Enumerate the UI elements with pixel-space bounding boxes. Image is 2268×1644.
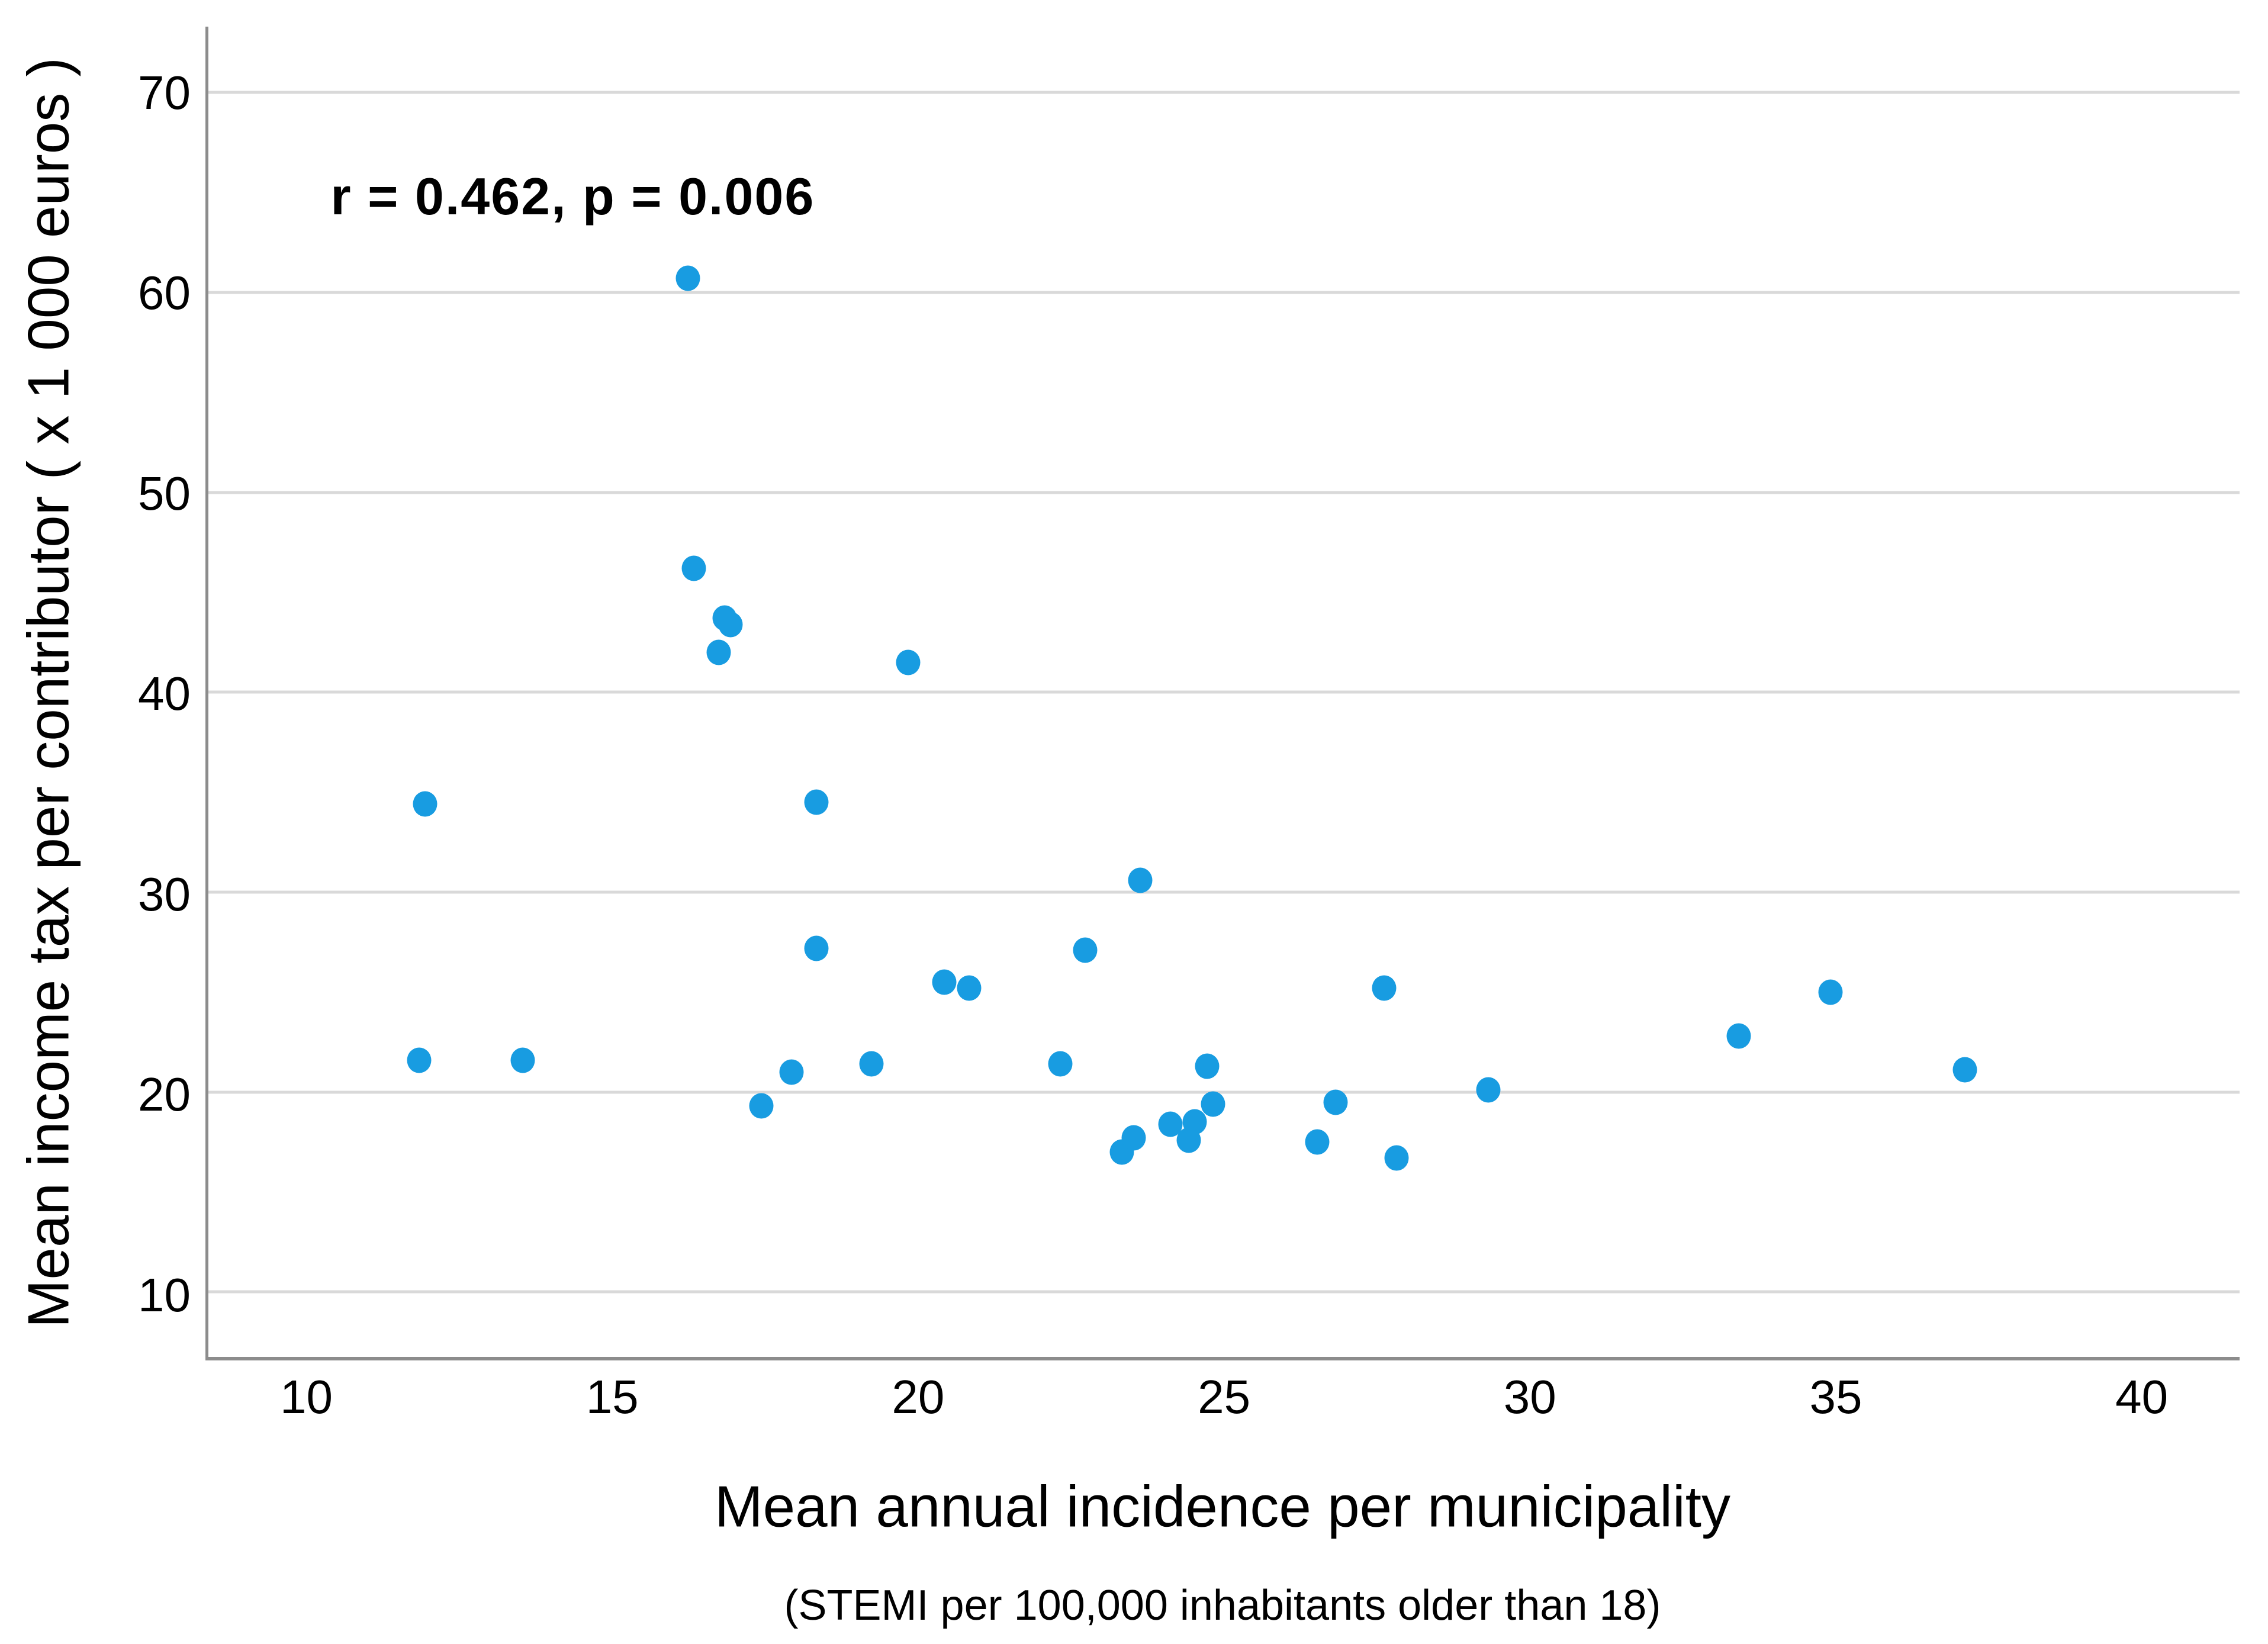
x-tick-label-25: 25	[1198, 1370, 1251, 1423]
data-point	[1182, 1109, 1207, 1135]
data-point	[407, 1047, 432, 1073]
x-tick-label-10: 10	[280, 1370, 333, 1423]
y-tick-label-50: 50	[138, 467, 191, 520]
data-point	[957, 975, 982, 1001]
gridline-y-20	[208, 1090, 2240, 1094]
data-point	[1195, 1053, 1220, 1079]
y-axis-title: Mean income tax per contributor ( x 1 00…	[15, 57, 81, 1328]
data-point	[1372, 975, 1397, 1001]
y-tick-label-70: 70	[138, 66, 191, 119]
gridline-y-70	[208, 91, 2240, 94]
gridline-y-10	[208, 1290, 2240, 1294]
data-point	[1384, 1145, 1409, 1171]
x-tick-label-15: 15	[586, 1370, 639, 1423]
data-point	[510, 1047, 535, 1073]
x-axis-title: Mean annual incidence per municipality	[714, 1474, 1731, 1539]
data-point	[675, 265, 700, 291]
x-tick-label-30: 30	[1503, 1370, 1556, 1423]
data-point	[1201, 1091, 1225, 1117]
data-point	[1818, 979, 1843, 1005]
y-tick-label-30: 30	[138, 867, 191, 921]
data-point	[1048, 1051, 1073, 1077]
data-point	[1726, 1023, 1751, 1049]
y-tick-label-20: 20	[138, 1068, 191, 1121]
gridline-y-60	[208, 291, 2240, 294]
data-point	[706, 639, 731, 665]
data-point	[718, 612, 743, 638]
data-point	[859, 1051, 884, 1077]
correlation-annotation: r = 0.462, p = 0.006	[330, 166, 815, 226]
data-point	[1121, 1125, 1146, 1151]
data-point	[1323, 1089, 1348, 1115]
y-tick-label-40: 40	[138, 667, 191, 720]
x-axis-subtitle: (STEMI per 100,000 inhabitants older tha…	[784, 1582, 1661, 1629]
data-point	[896, 649, 920, 675]
data-point	[804, 935, 829, 961]
plot-area: r = 0.462, p = 0.006	[205, 27, 2240, 1360]
data-point	[749, 1093, 774, 1119]
data-point	[1952, 1057, 1977, 1083]
x-tick-label-40: 40	[2115, 1370, 2169, 1423]
data-point	[804, 789, 829, 815]
y-tick-label-10: 10	[138, 1268, 191, 1321]
data-point	[681, 555, 706, 581]
data-point	[1476, 1077, 1501, 1103]
y-tick-label-60: 60	[138, 266, 191, 320]
data-point	[779, 1059, 804, 1085]
data-point	[1128, 867, 1153, 893]
x-tick-label-35: 35	[1809, 1370, 1862, 1423]
data-point	[1073, 937, 1098, 963]
gridline-y-40	[208, 690, 2240, 694]
data-point	[1305, 1129, 1330, 1155]
data-point	[932, 969, 957, 995]
data-point	[413, 791, 437, 817]
gridline-y-30	[208, 890, 2240, 894]
gridline-y-50	[208, 491, 2240, 494]
x-tick-label-20: 20	[892, 1370, 945, 1423]
